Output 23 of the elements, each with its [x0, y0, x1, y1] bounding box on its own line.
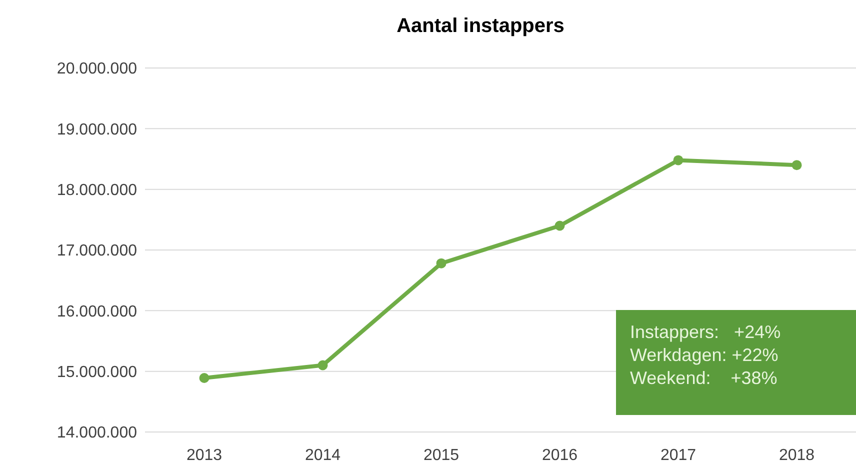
y-tick-label: 14.000.000 [56, 424, 138, 442]
chart-title: Aantal instappers [396, 15, 564, 37]
y-tick-label: 18.000.000 [56, 182, 138, 199]
y-tick-label: 17.000.000 [56, 242, 138, 260]
x-tick-label: 2013 [186, 447, 222, 464]
annotation: Weekend: +38% [630, 368, 778, 388]
annotation: Instappers: +24% [630, 322, 781, 342]
x-tick-label: 2016 [542, 447, 578, 464]
point [318, 360, 328, 370]
annotation: Werkdagen: +22% [630, 345, 778, 365]
x-tick-label: 2014 [304, 447, 341, 464]
point [199, 373, 210, 384]
point [792, 160, 802, 170]
y-tick-label: 15.000.000 [56, 364, 138, 381]
point [436, 258, 446, 268]
x-tick-label: 2018 [778, 447, 815, 464]
x-tick-label: 2015 [423, 447, 460, 464]
y-tick-label: 20.000.000 [56, 60, 138, 78]
x-tick-label: 2017 [660, 447, 696, 464]
point [554, 220, 565, 231]
y-tick-label: 19.000.000 [56, 121, 138, 138]
y-tick-label: 16.000.000 [56, 303, 138, 320]
point [673, 155, 684, 166]
